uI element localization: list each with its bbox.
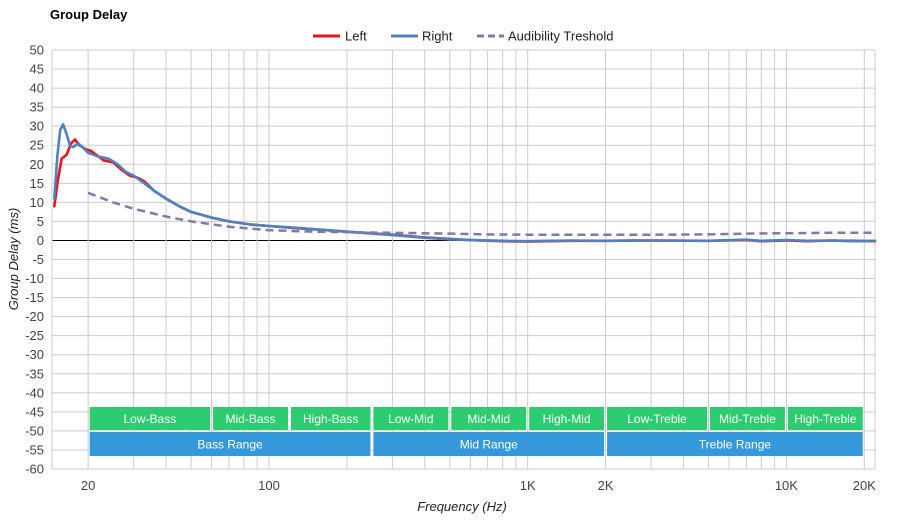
band-label: Mid-Treble	[719, 412, 776, 426]
axes: 50454035302520151050-5-10-15-20-25-30-35…	[25, 43, 876, 494]
band-label: Low-Bass	[124, 412, 177, 426]
y-tick-label: -20	[25, 309, 44, 324]
band-box	[607, 432, 863, 456]
x-tick-label: 10K	[775, 478, 798, 493]
frequency-bands: Low-Bass Mid-Bass High-Bass Low-Mid Mid-Mid H…	[89, 407, 863, 456]
legend-label: Right	[422, 29, 453, 44]
band-label: Low-Treble	[627, 412, 687, 426]
y-tick-label: 30	[30, 119, 44, 134]
y-tick-label: -35	[25, 366, 44, 381]
y-tick-label: 40	[30, 81, 44, 96]
series-line-2	[52, 123, 877, 243]
series-line-1	[52, 138, 877, 243]
y-tick-label: -45	[25, 404, 44, 419]
y-tick-label: -5	[32, 252, 44, 267]
y-tick-label: 50	[30, 43, 44, 58]
y-axis-label: Group Delay (ms)	[6, 208, 21, 311]
x-tick-label: 2K	[598, 478, 614, 493]
band-box	[451, 407, 527, 430]
band-label: High-Mid	[543, 412, 591, 426]
y-tick-label: 5	[37, 214, 44, 229]
y-tick-label: 20	[30, 157, 44, 172]
y-tick-label: -60	[25, 462, 44, 477]
y-tick-label: 0	[37, 233, 44, 248]
y-tick-label: 45	[30, 62, 44, 77]
series-lines	[52, 123, 877, 243]
band-label: High-Bass	[303, 412, 358, 426]
band-box	[89, 432, 371, 456]
y-tick-label: -50	[25, 423, 44, 438]
legend: Left Right Audibility Treshold	[313, 29, 614, 44]
band-box	[607, 407, 708, 430]
band-label: Mid Range	[460, 438, 518, 452]
x-tick-label: 20K	[853, 478, 876, 493]
x-tick-label: 20	[81, 478, 95, 493]
y-tick-label: -55	[25, 442, 44, 457]
band-label: Mid-Bass	[226, 412, 276, 426]
band-box	[290, 407, 371, 430]
chart-title: Group Delay	[50, 7, 128, 22]
band-label: High-Treble	[794, 412, 857, 426]
x-tick-label: 100	[258, 478, 280, 493]
y-tick-label: 35	[30, 100, 44, 115]
legend-label: Audibility Treshold	[508, 29, 614, 44]
y-tick-label: 25	[30, 138, 44, 153]
legend-label: Left	[345, 29, 367, 44]
band-box	[787, 407, 863, 430]
y-tick-label: 15	[30, 176, 44, 191]
band-box	[373, 432, 605, 456]
y-tick-label: 10	[30, 195, 44, 210]
y-tick-label: -40	[25, 385, 44, 400]
band-box	[89, 407, 211, 430]
band-box	[373, 407, 449, 430]
y-tick-label: -15	[25, 290, 44, 305]
grid	[51, 49, 876, 470]
band-box	[213, 407, 288, 430]
y-tick-label: -30	[25, 347, 44, 362]
series-line-3	[87, 191, 875, 236]
band-label: Low-Mid	[388, 412, 433, 426]
x-axis-label: Frequency (Hz)	[417, 499, 507, 514]
band-box	[529, 407, 605, 430]
y-tick-label: -10	[25, 271, 44, 286]
x-tick-label: 1K	[520, 478, 536, 493]
band-label: Treble Range	[699, 438, 772, 452]
band-label: Mid-Mid	[467, 412, 510, 426]
band-box	[710, 407, 785, 430]
y-tick-label: -25	[25, 328, 44, 343]
band-label: Bass Range	[197, 438, 263, 452]
